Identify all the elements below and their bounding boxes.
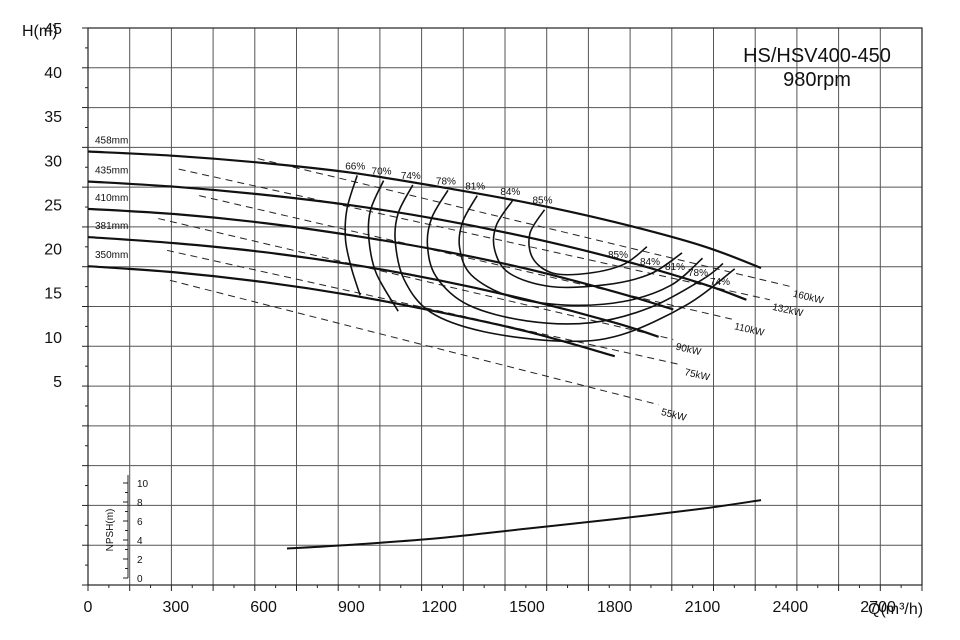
chart-title: HS/HSV400-450: [743, 45, 891, 67]
npsh-curve: [286, 499, 762, 550]
efficiency-curve: [344, 175, 361, 296]
head-curve-label: 435mm: [95, 166, 128, 177]
x-tick-label: 2700: [860, 599, 896, 616]
power-line: [257, 158, 791, 287]
y-tick-label: 40: [44, 65, 62, 82]
efficiency-label: 74%: [401, 171, 421, 182]
head-curve-label: 381mm: [95, 221, 128, 232]
power-line: [169, 279, 659, 406]
efficiency-curve: [458, 195, 704, 307]
efficiency-label: 85%: [533, 196, 553, 207]
power-label: 75kW: [683, 367, 711, 383]
efficiency-label-right: 78%: [688, 268, 708, 279]
efficiency-curve: [394, 184, 736, 343]
head-curve: [87, 235, 659, 338]
y-tick-label: 30: [44, 153, 62, 170]
head-curves: 458mm 435mm 410mm 381mm 350mm: [87, 136, 762, 358]
y-tick-label: 35: [44, 109, 62, 126]
efficiency-curve: [528, 209, 648, 276]
y-tick-label: 10: [44, 330, 62, 347]
axes: 0 300 600 900 1200 1500 1800 2100 2400 2700510152…: [44, 21, 923, 616]
x-tick-label: 1800: [597, 599, 633, 616]
head-curve-label: 410mm: [95, 193, 128, 204]
x-tick-label: 1500: [509, 599, 545, 616]
efficiency-curve: [426, 189, 724, 325]
head-curve: [87, 150, 762, 269]
x-tick-label: 2100: [685, 599, 721, 616]
npsh-tick-label: 0: [137, 574, 143, 585]
efficiency-label: 84%: [500, 187, 520, 198]
head-curve: [87, 207, 674, 311]
efficiency-label: 70%: [372, 167, 392, 178]
npsh-tick-label: 2: [137, 555, 143, 566]
x-tick-label: 0: [84, 599, 93, 616]
npsh-tick-label: 10: [137, 479, 149, 490]
efficiency-curves: 66% 70% 74% 78% 81% 84%85%85%84% 81%78%74%: [344, 161, 736, 343]
y-tick-label: 5: [53, 374, 62, 391]
power-label: 110kW: [733, 321, 766, 339]
power-line: [178, 168, 770, 301]
power-label: 55kW: [660, 407, 688, 424]
y-tick-label: 15: [44, 286, 62, 303]
efficiency-label: 78%: [436, 176, 456, 187]
efficiency-label-right: 74%: [710, 277, 730, 288]
head-curve-label: 350mm: [95, 250, 128, 261]
efficiency-label-right: 84%: [640, 257, 660, 268]
y-tick-label: 20: [44, 242, 62, 259]
y-tick-label: 25: [44, 197, 62, 214]
power-line: [158, 218, 674, 340]
x-axis-label: Q(m³/h): [868, 601, 923, 618]
npsh-panel: 0 2 4 6 8 10 NPSH(m): [105, 475, 762, 585]
x-tick-label: 300: [162, 599, 189, 616]
head-curve: [87, 265, 616, 358]
npsh-tick-label: 8: [137, 498, 143, 509]
y-tick-label: 45: [44, 21, 62, 38]
npsh-axis-label: NPSH(m): [105, 509, 116, 552]
x-tick-label: 1200: [421, 599, 457, 616]
efficiency-label-right: 81%: [665, 262, 685, 273]
head-curve: [87, 180, 747, 301]
chart-subtitle: 980rpm: [783, 69, 851, 91]
power-label: 90kW: [675, 342, 703, 359]
efficiency-label: 66%: [345, 161, 365, 172]
npsh-tick-label: 4: [137, 536, 143, 547]
x-tick-label: 600: [250, 599, 277, 616]
efficiency-label: 81%: [465, 182, 485, 193]
head-curve-label: 458mm: [95, 136, 128, 147]
efficiency-label-right: 85%: [608, 250, 628, 261]
x-tick-label: 900: [338, 599, 365, 616]
npsh-tick-label: 6: [137, 517, 143, 528]
y-axis-label: H(m): [22, 23, 58, 40]
power-label: 132kW: [771, 302, 804, 320]
power-line: [166, 249, 683, 366]
efficiency-curve: [367, 180, 399, 312]
efficiency-curve: [492, 200, 683, 289]
x-tick-label: 2400: [773, 599, 809, 616]
